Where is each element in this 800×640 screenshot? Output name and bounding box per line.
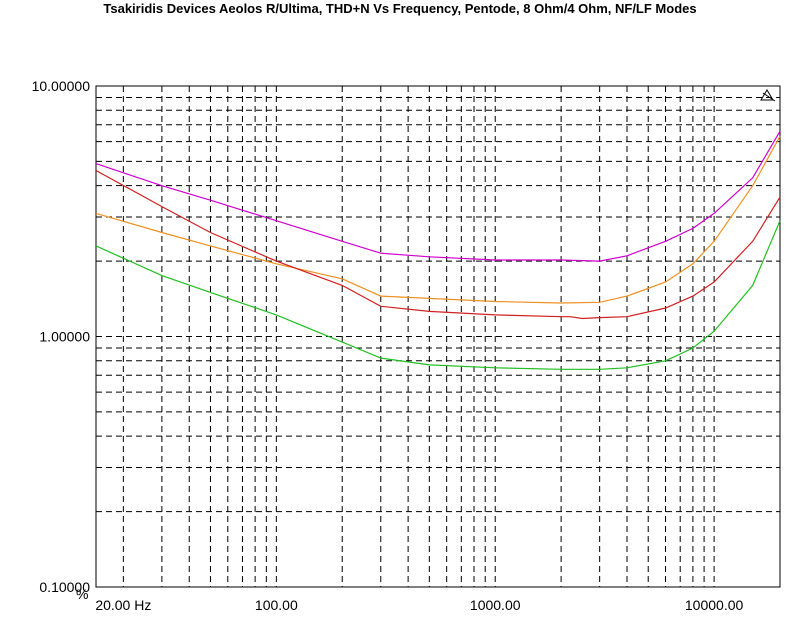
y-tick-label: 1.00000 [39, 329, 90, 345]
series-line-2 [95, 136, 781, 304]
plot-frame [95, 85, 781, 588]
y-unit-label: % [76, 586, 88, 602]
grid [96, 86, 780, 587]
x-tick-label: 100.00 [255, 597, 298, 613]
x-tick-label: 1000.00 [470, 597, 521, 613]
series-line-4 [95, 220, 781, 370]
chart-title: Tsakiridis Devices Aeolos R/Ultima, THD+… [103, 1, 696, 16]
series-group [95, 130, 781, 370]
series-line-3 [95, 169, 781, 320]
x-tick-label: 10000.00 [685, 597, 744, 613]
y-tick-label: 0.10000 [39, 579, 90, 595]
cursor-marker-icon[interactable] [760, 89, 776, 102]
y-tick-label: 10.00000 [32, 78, 91, 94]
tick-labels: 20.00 Hz 100.00 1000.00 10000.00 10.00000 1.0… [32, 78, 744, 613]
series-line-1 [95, 130, 781, 262]
x-tick-label: 20.00 Hz [95, 597, 151, 613]
